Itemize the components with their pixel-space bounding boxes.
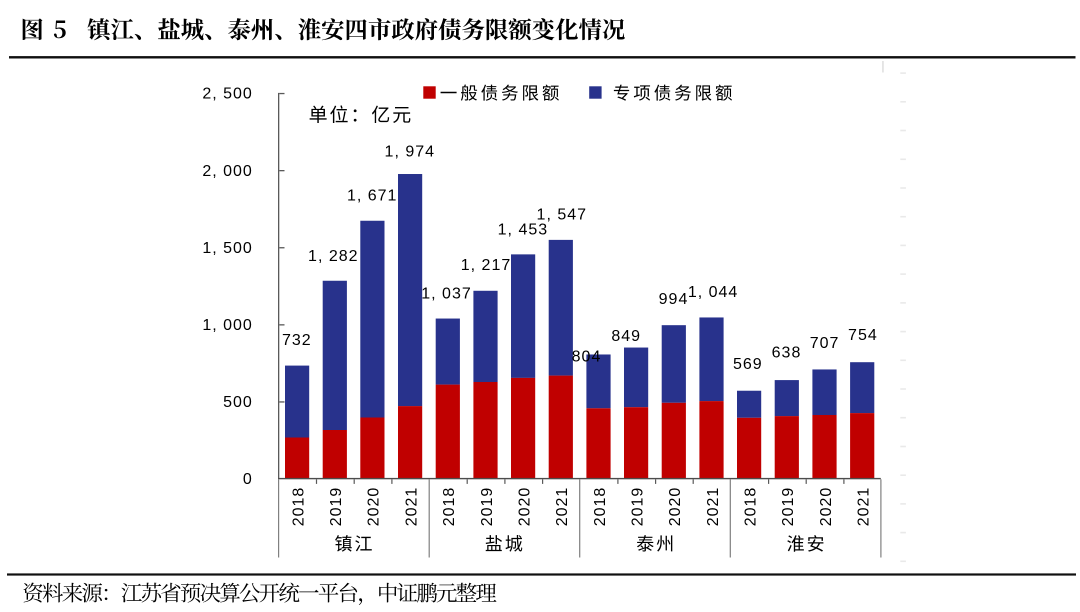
svg-text:2019: 2019 — [328, 487, 345, 527]
svg-text:2021: 2021 — [705, 487, 722, 527]
svg-text:1, 217: 1, 217 — [461, 257, 511, 274]
svg-text:1, 547: 1, 547 — [537, 207, 587, 224]
svg-text:1, 453: 1, 453 — [498, 222, 548, 239]
svg-text:638: 638 — [772, 345, 802, 362]
svg-text:2020: 2020 — [818, 487, 835, 527]
svg-text:2, 000: 2, 000 — [202, 163, 252, 180]
svg-text:1, 044: 1, 044 — [688, 284, 738, 301]
svg-text:1, 974: 1, 974 — [385, 144, 435, 161]
svg-text:2, 500: 2, 500 — [202, 86, 252, 103]
svg-text:2018: 2018 — [592, 487, 609, 527]
svg-text:2018: 2018 — [441, 487, 458, 527]
svg-text:1, 500: 1, 500 — [202, 240, 252, 257]
svg-text:2020: 2020 — [366, 487, 383, 527]
svg-text:2019: 2019 — [479, 487, 496, 527]
svg-text:1, 282: 1, 282 — [308, 248, 358, 265]
svg-text:732: 732 — [282, 332, 312, 349]
svg-text:1, 000: 1, 000 — [202, 317, 252, 334]
svg-text:849: 849 — [611, 328, 641, 345]
svg-text:804: 804 — [572, 348, 602, 365]
svg-text:994: 994 — [659, 291, 689, 308]
svg-text:2020: 2020 — [516, 487, 533, 527]
svg-text:754: 754 — [848, 327, 878, 344]
svg-text:2021: 2021 — [554, 487, 571, 527]
svg-text:1, 671: 1, 671 — [347, 187, 397, 204]
svg-text:1, 037: 1, 037 — [421, 286, 471, 303]
svg-text:2018: 2018 — [290, 487, 307, 527]
svg-text:500: 500 — [223, 394, 253, 411]
svg-text:0: 0 — [243, 471, 253, 488]
svg-text:2021: 2021 — [856, 487, 873, 527]
svg-text:707: 707 — [810, 335, 840, 352]
svg-text:2018: 2018 — [742, 487, 759, 527]
svg-text:2019: 2019 — [629, 487, 646, 527]
svg-text:2019: 2019 — [780, 487, 797, 527]
svg-text:2021: 2021 — [403, 487, 420, 527]
svg-text:569: 569 — [733, 356, 763, 373]
svg-text:2020: 2020 — [667, 487, 684, 527]
